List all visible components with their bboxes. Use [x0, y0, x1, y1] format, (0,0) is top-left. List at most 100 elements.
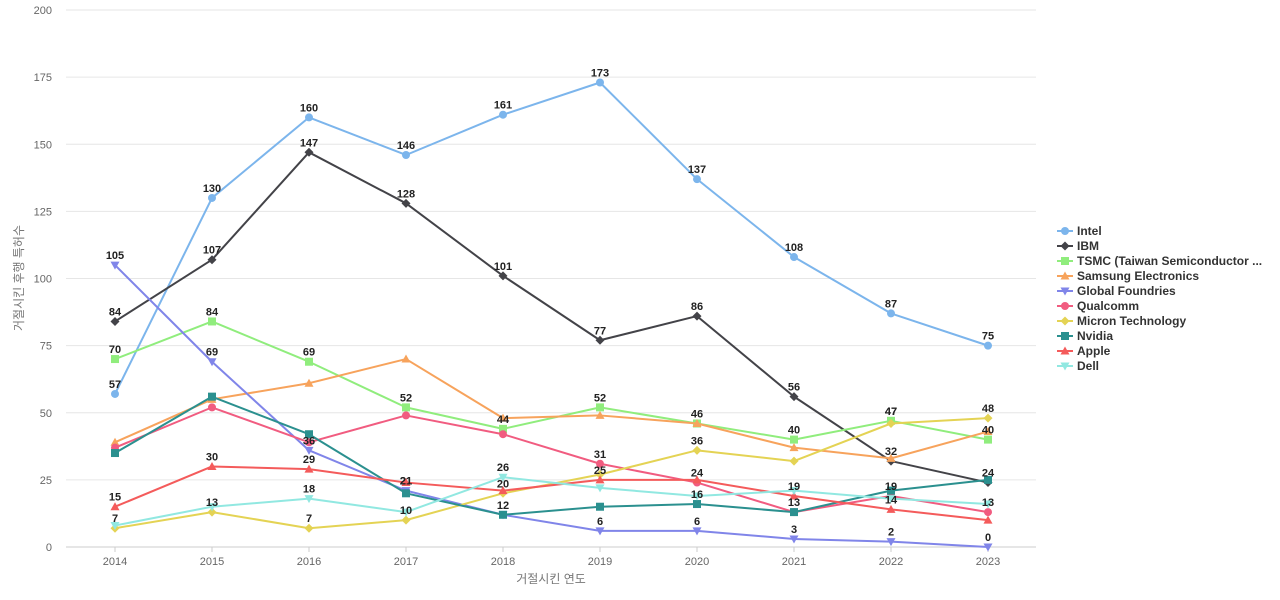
legend-item-dell[interactable]: Dell: [1057, 359, 1099, 373]
y-tick-label: 75: [40, 341, 52, 353]
data-label: 173: [591, 67, 609, 79]
series-qualcomm[interactable]: [111, 403, 992, 517]
data-point: [984, 435, 992, 444]
data-point: [789, 487, 799, 496]
data-label: 7: [112, 513, 118, 525]
data-point: [887, 309, 895, 318]
legend-item-qualcomm[interactable]: Qualcomm: [1057, 299, 1139, 313]
series-dell[interactable]: [110, 473, 993, 531]
y-axis-title: 거절시킨 후행 특허수: [11, 225, 26, 331]
legend-label: Micron Technology: [1077, 314, 1186, 328]
legend-item-ibm[interactable]: IBM: [1057, 239, 1099, 253]
data-label: 161: [494, 100, 512, 112]
data-point: [402, 411, 410, 420]
series-line: [114, 465, 989, 522]
data-point: [692, 445, 702, 455]
data-point: [984, 508, 992, 517]
data-point: [983, 413, 993, 423]
data-label: 69: [303, 347, 315, 359]
data-label: 147: [300, 137, 318, 149]
data-point: [208, 403, 216, 412]
series-samsung-electronics[interactable]: [110, 354, 993, 462]
x-tick-label: 2018: [491, 556, 515, 568]
data-point: [207, 461, 217, 470]
data-point: [984, 475, 992, 484]
series-tsmc-taiwan-semiconductor[interactable]: [111, 317, 992, 444]
data-label: 46: [691, 408, 703, 420]
x-tick-label: 2022: [879, 556, 903, 568]
data-point: [693, 500, 701, 509]
data-point: [401, 354, 411, 363]
data-point: [402, 403, 410, 412]
legend-item-tsmc-taiwan-semiconductor[interactable]: TSMC (Taiwan Semiconductor ...: [1057, 254, 1262, 268]
series-apple[interactable]: [110, 461, 993, 524]
data-label: 2: [888, 527, 894, 539]
data-point: [886, 538, 896, 547]
legend-item-nvidia[interactable]: Nvidia: [1057, 329, 1113, 343]
data-point: [304, 495, 314, 504]
data-point: [401, 478, 411, 487]
data-point: [207, 358, 217, 367]
data-point: [207, 503, 217, 512]
y-tick-label: 50: [40, 408, 52, 420]
data-label: 31: [594, 449, 606, 461]
data-point: [886, 495, 896, 504]
legend-marker: [1061, 302, 1069, 310]
legend-marker: [1060, 287, 1070, 296]
series-line: [114, 358, 989, 460]
x-axis-title: 거절시킨 연도: [516, 572, 586, 586]
data-label: 47: [885, 406, 897, 418]
series-micron-technology[interactable]: [110, 413, 993, 533]
data-label: 30: [206, 451, 218, 463]
series-intel[interactable]: [111, 78, 992, 398]
data-point: [595, 335, 605, 345]
y-tick-label: 25: [40, 475, 52, 487]
series-nvidia[interactable]: [111, 392, 992, 519]
data-point: [983, 427, 993, 436]
data-label: 130: [203, 183, 221, 195]
legend-item-intel[interactable]: Intel: [1057, 224, 1102, 238]
data-label: 44: [497, 414, 510, 426]
legend-marker: [1060, 346, 1070, 355]
legend-marker: [1061, 257, 1069, 265]
series-line: [114, 406, 989, 514]
data-point: [499, 510, 507, 519]
data-point: [887, 486, 895, 495]
data-point: [790, 508, 798, 517]
data-point: [983, 543, 993, 552]
series-line: [114, 417, 989, 530]
series-global-foundries[interactable]: [110, 261, 993, 552]
legend-label: Qualcomm: [1077, 299, 1139, 313]
data-point: [111, 355, 119, 364]
legend-item-samsung-electronics[interactable]: Samsung Electronics: [1057, 269, 1199, 283]
legend-label: IBM: [1077, 239, 1099, 253]
data-point: [401, 198, 411, 208]
data-point: [305, 357, 313, 366]
legend-marker: [1060, 316, 1070, 326]
data-label: 32: [885, 446, 897, 458]
data-label: 87: [885, 298, 897, 310]
data-point: [110, 261, 120, 270]
data-label: 29: [303, 454, 315, 466]
data-label: 15: [109, 492, 121, 504]
data-point: [595, 470, 605, 480]
data-label: 105: [106, 250, 124, 262]
legend-item-apple[interactable]: Apple: [1057, 344, 1111, 358]
data-point: [110, 437, 120, 446]
data-point: [499, 110, 507, 119]
data-label: 13: [788, 497, 800, 509]
data-label: 70: [109, 344, 121, 356]
data-point: [693, 175, 701, 184]
data-label: 77: [594, 325, 606, 337]
series-layer: [110, 78, 993, 552]
data-point: [402, 150, 410, 159]
data-label: 128: [397, 188, 415, 200]
legend-item-global-foundries[interactable]: Global Foundries: [1057, 284, 1176, 298]
legend-item-micron-technology[interactable]: Micron Technology: [1057, 314, 1186, 328]
data-label: 86: [691, 301, 703, 313]
data-point: [790, 435, 798, 444]
data-label: 12: [497, 500, 509, 512]
x-tick-label: 2015: [200, 556, 224, 568]
